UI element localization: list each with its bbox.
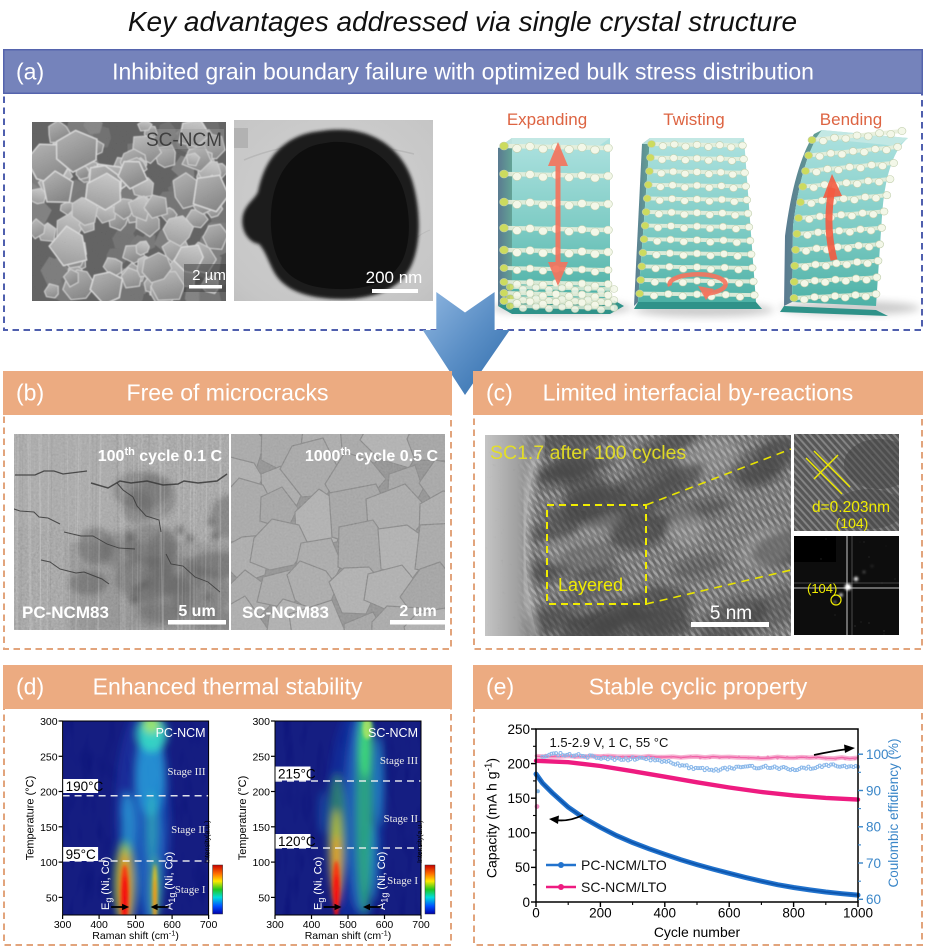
svg-text:PC-NCM/LTO: PC-NCM/LTO xyxy=(581,857,667,873)
svg-text:500: 500 xyxy=(127,919,145,931)
svg-text:Stage I: Stage I xyxy=(387,875,418,887)
svg-text:100: 100 xyxy=(866,747,889,762)
svg-text:(104): (104) xyxy=(807,581,837,596)
svg-text:400: 400 xyxy=(654,906,677,921)
svg-text:700: 700 xyxy=(412,919,430,931)
svg-text:PC-NCM83: PC-NCM83 xyxy=(22,603,109,622)
svg-text:600: 600 xyxy=(376,919,394,931)
svg-text:5 nm: 5 nm xyxy=(710,603,752,624)
svg-text:215°C: 215°C xyxy=(278,767,316,782)
svg-text:SC-NCM: SC-NCM xyxy=(146,130,222,151)
svg-text:600: 600 xyxy=(718,906,741,921)
svg-text:150: 150 xyxy=(252,822,270,834)
svg-text:SC-NCM83: SC-NCM83 xyxy=(242,603,329,622)
svg-text:Coulombic effidiency (%): Coulombic effidiency (%) xyxy=(886,738,901,887)
svg-text:600: 600 xyxy=(163,919,181,931)
svg-text:0: 0 xyxy=(532,906,540,921)
svg-text:Eg (Ni, Co): Eg (Ni, Co) xyxy=(100,857,114,910)
svg-text:Stage I: Stage I xyxy=(175,884,206,896)
svg-text:A1g (Ni, Co): A1g (Ni, Co) xyxy=(376,852,390,910)
svg-text:Layered: Layered xyxy=(558,575,623,595)
svg-text:5 um: 5 um xyxy=(178,603,215,620)
svg-text:50: 50 xyxy=(515,860,530,875)
svg-text:200: 200 xyxy=(252,787,270,799)
svg-text:300: 300 xyxy=(252,716,270,728)
svg-text:200 nm: 200 nm xyxy=(366,268,423,287)
svg-text:Stage II: Stage II xyxy=(171,824,206,836)
svg-text:Intensity(a.u.): Intensity(a.u.) xyxy=(205,821,212,863)
svg-text:250: 250 xyxy=(40,751,58,763)
svg-text:Raman shift (cm-1): Raman shift (cm-1) xyxy=(92,929,179,943)
svg-text:60: 60 xyxy=(866,892,881,907)
svg-text:120°C: 120°C xyxy=(278,834,316,849)
svg-text:200: 200 xyxy=(40,787,58,799)
svg-text:100: 100 xyxy=(40,857,58,869)
svg-text:1000th cycle 0.5 C: 1000th cycle 0.5 C xyxy=(305,446,439,465)
svg-text:190°C: 190°C xyxy=(66,779,104,794)
svg-text:Raman shift (cm-1): Raman shift (cm-1) xyxy=(305,929,392,943)
svg-text:100: 100 xyxy=(252,857,270,869)
svg-text:400: 400 xyxy=(303,919,321,931)
svg-text:Temperature (°C): Temperature (°C) xyxy=(237,776,249,860)
svg-text:70: 70 xyxy=(866,856,881,871)
svg-text:Eg (Ni, Co): Eg (Ni, Co) xyxy=(313,857,327,910)
svg-text:150: 150 xyxy=(507,791,530,806)
svg-text:Stage III: Stage III xyxy=(167,766,206,778)
svg-text:1000: 1000 xyxy=(843,906,873,921)
svg-text:90: 90 xyxy=(866,783,881,798)
svg-text:SC1.7 after 100 cycles: SC1.7 after 100 cycles xyxy=(490,442,686,464)
svg-text:250: 250 xyxy=(507,722,530,737)
svg-text:2 um: 2 um xyxy=(399,603,436,620)
svg-text:2 µm: 2 µm xyxy=(192,267,226,284)
svg-text:0: 0 xyxy=(522,895,530,910)
svg-text:A1g (Ni, Co): A1g (Ni, Co) xyxy=(164,852,178,910)
svg-text:Cycle number: Cycle number xyxy=(654,924,741,940)
svg-text:200: 200 xyxy=(589,906,612,921)
svg-text:1.5-2.9 V, 1 C, 55 °C: 1.5-2.9 V, 1 C, 55 °C xyxy=(550,735,669,750)
svg-text:300: 300 xyxy=(266,919,284,931)
svg-text:50: 50 xyxy=(46,892,58,904)
svg-text:250: 250 xyxy=(252,751,270,763)
svg-text:Capacity (mA h g-1): Capacity (mA h g-1) xyxy=(484,758,500,878)
svg-text:PC-NCM: PC-NCM xyxy=(156,726,206,740)
svg-text:100th cycle 0.1 C: 100th cycle 0.1 C xyxy=(98,446,223,465)
svg-text:SC-NCM/LTO: SC-NCM/LTO xyxy=(581,879,667,895)
svg-text:800: 800 xyxy=(782,906,805,921)
svg-text:150: 150 xyxy=(40,822,58,834)
svg-text:95°C: 95°C xyxy=(66,847,96,862)
svg-text:400: 400 xyxy=(90,919,108,931)
svg-text:Stage III: Stage III xyxy=(380,755,419,767)
svg-text:Temperature (°C): Temperature (°C) xyxy=(25,776,37,860)
svg-text:500: 500 xyxy=(339,919,357,931)
svg-text:Stage II: Stage II xyxy=(383,813,418,825)
svg-text:300: 300 xyxy=(40,716,58,728)
svg-text:100: 100 xyxy=(507,826,530,841)
svg-text:SC-NCM: SC-NCM xyxy=(368,726,418,740)
svg-text:50: 50 xyxy=(258,892,270,904)
svg-text:d=0.203nm: d=0.203nm xyxy=(812,499,890,516)
svg-text:(104): (104) xyxy=(836,515,869,531)
svg-text:300: 300 xyxy=(54,919,72,931)
svg-text:200: 200 xyxy=(507,756,530,771)
svg-text:700: 700 xyxy=(200,919,218,931)
svg-text:80: 80 xyxy=(866,820,881,835)
svg-text:Intensity(a.u.): Intensity(a.u.) xyxy=(417,821,424,863)
